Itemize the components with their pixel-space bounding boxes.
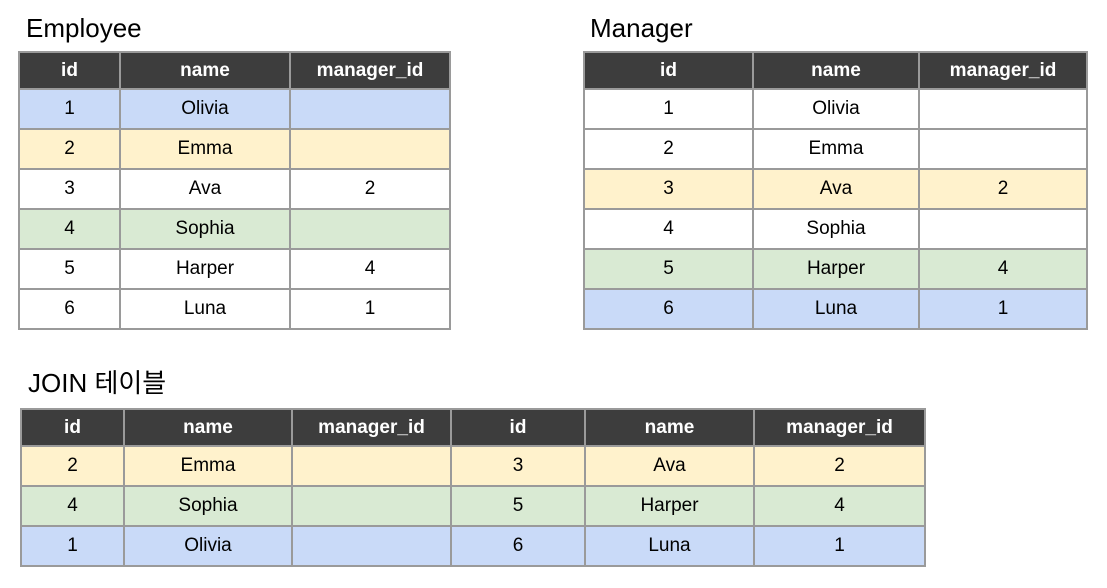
manager-column-header-manager-id: manager_id: [918, 51, 1088, 90]
table-cell: 3: [583, 168, 754, 210]
table-cell: Emma: [752, 128, 920, 170]
table-row: 5 Harper 4: [18, 248, 451, 290]
join-column-header-manager-id-left: manager_id: [291, 408, 452, 447]
join-column-header-id-left: id: [20, 408, 125, 447]
join-column-header-manager-id-right: manager_id: [753, 408, 926, 447]
table-cell: 3: [18, 168, 121, 210]
employee-column-header-manager-id: manager_id: [289, 51, 451, 90]
table-row: 6 Luna 1: [583, 288, 1088, 330]
table-cell: [289, 208, 451, 250]
table-cell: Sophia: [123, 485, 293, 527]
table-cell: Emma: [123, 445, 293, 487]
join-column-header-name-left: name: [123, 408, 293, 447]
employee-header-row: id name manager_id: [18, 51, 451, 90]
table-cell: Olivia: [752, 88, 920, 130]
table-cell: 2: [918, 168, 1088, 210]
table-cell: 6: [450, 525, 586, 567]
table-cell: 2: [289, 168, 451, 210]
table-cell: Harper: [752, 248, 920, 290]
table-cell: 4: [753, 485, 926, 527]
table-cell: [291, 525, 452, 567]
table-cell: 4: [289, 248, 451, 290]
table-row: 1 Olivia: [583, 88, 1088, 130]
table-cell: [291, 445, 452, 487]
table-cell: [291, 485, 452, 527]
table-row: 5 Harper 4: [583, 248, 1088, 290]
table-row: 2 Emma 3 Ava 2: [20, 445, 926, 487]
employee-table: id name manager_id 1 Olivia 2 Emma 3 Ava…: [18, 51, 451, 330]
table-cell: Luna: [119, 288, 291, 330]
table-cell: Luna: [584, 525, 755, 567]
join-table-title: JOIN 테이블: [28, 368, 167, 398]
table-row: 6 Luna 1: [18, 288, 451, 330]
table-cell: 2: [20, 445, 125, 487]
table-row: 4 Sophia: [18, 208, 451, 250]
manager-column-header-id: id: [583, 51, 754, 90]
table-cell: Ava: [119, 168, 291, 210]
table-cell: 4: [918, 248, 1088, 290]
join-column-header-id-right: id: [450, 408, 586, 447]
table-cell: 5: [583, 248, 754, 290]
table-cell: 5: [18, 248, 121, 290]
table-row: 3 Ava 2: [583, 168, 1088, 210]
table-cell: Ava: [752, 168, 920, 210]
table-cell: Harper: [584, 485, 755, 527]
table-cell: Olivia: [123, 525, 293, 567]
table-cell: 1: [20, 525, 125, 567]
table-cell: 4: [20, 485, 125, 527]
employee-column-header-name: name: [119, 51, 291, 90]
table-cell: 1: [18, 88, 121, 130]
table-cell: 1: [918, 288, 1088, 330]
employee-column-header-id: id: [18, 51, 121, 90]
table-cell: Ava: [584, 445, 755, 487]
table-cell: 1: [583, 88, 754, 130]
table-cell: 2: [583, 128, 754, 170]
table-cell: Luna: [752, 288, 920, 330]
manager-column-header-name: name: [752, 51, 920, 90]
table-cell: 4: [583, 208, 754, 250]
table-cell: 1: [289, 288, 451, 330]
table-cell: [289, 88, 451, 130]
table-cell: Sophia: [752, 208, 920, 250]
table-cell: 4: [18, 208, 121, 250]
table-cell: Sophia: [119, 208, 291, 250]
join-column-header-name-right: name: [584, 408, 755, 447]
table-cell: Emma: [119, 128, 291, 170]
table-cell: [918, 88, 1088, 130]
manager-header-row: id name manager_id: [583, 51, 1088, 90]
table-cell: 2: [753, 445, 926, 487]
table-cell: 1: [753, 525, 926, 567]
table-cell: Harper: [119, 248, 291, 290]
table-row: 2 Emma: [18, 128, 451, 170]
table-cell: 6: [583, 288, 754, 330]
table-row: 2 Emma: [583, 128, 1088, 170]
table-cell: [918, 208, 1088, 250]
table-cell: 3: [450, 445, 586, 487]
table-row: 1 Olivia: [18, 88, 451, 130]
table-cell: 6: [18, 288, 121, 330]
table-cell: 2: [18, 128, 121, 170]
table-cell: Olivia: [119, 88, 291, 130]
employee-table-title: Employee: [26, 13, 142, 43]
table-cell: [289, 128, 451, 170]
table-row: 4 Sophia: [583, 208, 1088, 250]
table-row: 3 Ava 2: [18, 168, 451, 210]
join-table: id name manager_id id name manager_id 2 …: [20, 408, 926, 567]
manager-table-title: Manager: [590, 13, 693, 43]
table-cell: 5: [450, 485, 586, 527]
table-cell: [918, 128, 1088, 170]
join-header-row: id name manager_id id name manager_id: [20, 408, 926, 447]
manager-table: id name manager_id 1 Olivia 2 Emma 3 Ava…: [583, 51, 1088, 330]
table-row: 1 Olivia 6 Luna 1: [20, 525, 926, 567]
table-row: 4 Sophia 5 Harper 4: [20, 485, 926, 527]
